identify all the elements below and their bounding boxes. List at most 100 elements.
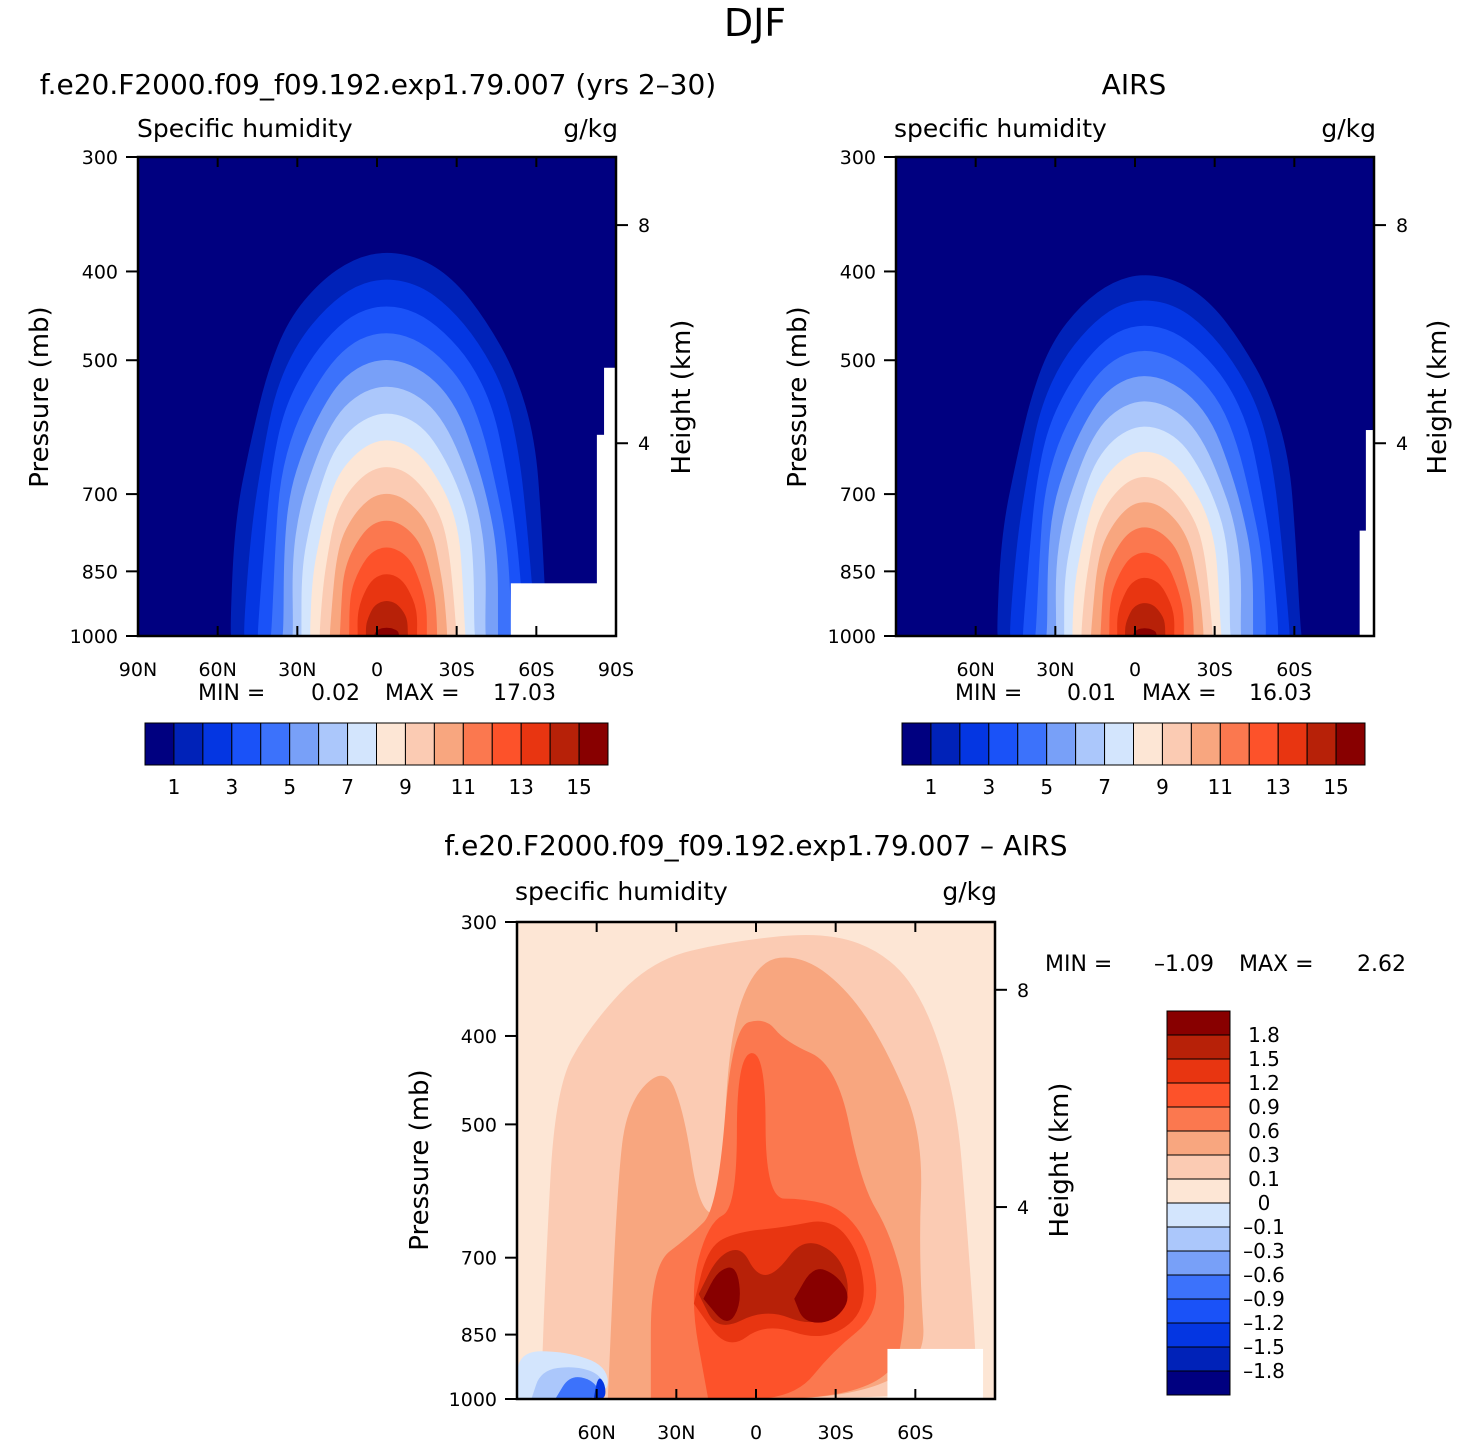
colorbar-box-2-7	[1104, 722, 1134, 766]
panel-model-units: g/kg	[563, 114, 618, 143]
colorbar-box-1-7	[347, 722, 377, 766]
panel-airs: AIRS specific humidity g/kg 300400500700…	[783, 68, 1453, 799]
diff-colorbar-box-0	[1166, 1010, 1231, 1036]
colorbar-box-2-4	[1017, 722, 1048, 766]
colorbar-box-2-1	[930, 722, 961, 766]
ytick-right-label-2-0: 8	[1396, 215, 1408, 237]
panel-difference-ylabel: Pressure (mb)	[405, 1069, 435, 1250]
colorbar-label-1-3: 7	[341, 775, 354, 799]
colorbar-label-1-4: 9	[399, 775, 412, 799]
colorbar-box-1-14	[549, 722, 580, 766]
panel-airs-units: g/kg	[1321, 114, 1376, 143]
colorbar-box-1-0	[144, 722, 175, 766]
panel-difference-contour-field	[517, 922, 995, 1399]
ytick-label-3-0: 300	[461, 912, 497, 934]
diff-colorbar-label-1: 1.5	[1248, 1047, 1280, 1071]
panel-airs-min-value: 0.01	[1067, 681, 1116, 706]
panel-difference-title: f.e20.F2000.f09_f09.192.exp1.79.007 – AI…	[444, 829, 1067, 862]
colorbar-box-1-3	[231, 722, 262, 766]
colorbar-box-1-4	[260, 722, 291, 766]
panel-model-axes: 300 400 500 700 850 1000 8 4 90N 60N 30N 0 30S 60S 90S	[70, 147, 650, 681]
colorbar-label-2-7: 15	[1323, 775, 1348, 799]
colorbar-label-2-4: 9	[1156, 775, 1169, 799]
colorbar-box-2-3	[988, 722, 1019, 766]
missing-data-2	[596, 434, 616, 636]
colorbar-box-2-14	[1306, 722, 1337, 766]
diff-colorbar-label-6: 0.1	[1248, 1167, 1280, 1191]
colorbar-box-1-2	[202, 722, 233, 766]
colorbar-box-2-6	[1075, 722, 1106, 766]
ytick-right-label-3-1: 4	[1017, 1197, 1029, 1219]
ytick-label-1-1: 400	[82, 261, 118, 283]
xtick-label-1-5: 60S	[518, 659, 554, 681]
diff-colorbar-box-10	[1166, 1250, 1231, 1276]
diff-colorbar-box-8	[1166, 1202, 1231, 1228]
xtick-label-1-3: 0	[371, 659, 383, 681]
ytick-label-2-0: 300	[840, 147, 876, 169]
panel-model-max-label: MAX =	[385, 681, 460, 706]
panel-airs-max-value: 16.03	[1249, 681, 1312, 706]
panel-difference-units: g/kg	[942, 877, 997, 906]
ytick-label-3-4: 850	[461, 1325, 497, 1347]
xtick-label-1-1: 60N	[198, 659, 236, 681]
panel-airs-min-label: MIN =	[955, 681, 1022, 706]
diff-colorbar-label-9: –0.3	[1243, 1239, 1285, 1263]
diff-colorbar-box-9	[1166, 1226, 1231, 1252]
colorbar-label-2-3: 7	[1098, 775, 1111, 799]
diff-missing-data	[887, 1348, 984, 1399]
ytick-right-label-3-0: 8	[1017, 980, 1029, 1002]
colorbar-box-2-8	[1133, 722, 1163, 766]
panel-model-ylabel-right: Height (km)	[667, 320, 697, 475]
xtick-label-3-3: 30S	[818, 1422, 854, 1444]
panel-airs-axes: 300 400 500 700 850 1000 8 4 60N 30N 0 30S 60S	[828, 147, 1408, 681]
ytick-label-1-0: 300	[82, 147, 118, 169]
ytick-label-2-3: 700	[840, 484, 876, 506]
diff-region-7	[794, 1269, 848, 1323]
colorbar-label-2-0: 1	[925, 775, 938, 799]
diff-colorbar-box-7	[1166, 1178, 1231, 1204]
diff-colorbar-box-4	[1166, 1106, 1231, 1132]
xtick-label-3-0: 60N	[577, 1422, 615, 1444]
colorbar-box-1-10	[433, 722, 464, 766]
ytick-label-1-5: 1000	[70, 626, 118, 648]
diff-colorbar-box-11	[1166, 1274, 1231, 1300]
colorbar-label-1-2: 5	[283, 775, 296, 799]
xtick-label-1-6: 90S	[598, 659, 634, 681]
panel-difference: f.e20.F2000.f09_f09.192.exp1.79.007 – AI…	[405, 829, 1406, 1444]
panel-model-colorbar: 1 3 5 7 9 11 13 15	[144, 722, 609, 799]
ytick-label-2-5: 1000	[828, 626, 876, 648]
panel-difference-min-label: MIN =	[1045, 952, 1112, 977]
colorbar-label-1-0: 1	[168, 775, 181, 799]
panel-airs-contour-field	[896, 157, 1374, 636]
diff-colorbar-label-7: 0	[1258, 1191, 1271, 1215]
contour-band-2-15	[1133, 628, 1157, 636]
xtick-label-2-1: 30N	[1036, 659, 1074, 681]
colorbar-box-1-1	[173, 722, 204, 766]
diff-colorbar-label-11: –0.9	[1243, 1287, 1285, 1311]
ytick-label-1-3: 700	[82, 484, 118, 506]
colorbar-label-1-1: 3	[225, 775, 238, 799]
panel-difference-max-value: 2.62	[1357, 952, 1406, 977]
diff-colorbar-box-2	[1166, 1058, 1231, 1084]
colorbar-box-1-5	[289, 722, 320, 766]
colorbar-label-2-6: 13	[1265, 775, 1290, 799]
diff-colorbar-label-0: 1.8	[1248, 1023, 1280, 1047]
colorbar-box-2-9	[1161, 722, 1192, 766]
xtick-label-2-2: 0	[1129, 659, 1141, 681]
panel-difference-min-value: –1.09	[1154, 952, 1214, 977]
diff-negative-2	[555, 1377, 600, 1399]
panel-difference-colorbar: 1.81.51.20.90.60.30.10–0.1–0.3–0.6–0.9–1…	[1166, 1010, 1285, 1396]
colorbar-box-1-9	[404, 722, 435, 766]
panel-model-max-value: 17.03	[493, 681, 556, 706]
panel-model-ylabel: Pressure (mb)	[25, 306, 55, 487]
diff-colorbar-label-14: –1.8	[1243, 1359, 1285, 1383]
ytick-right-label-1-1: 4	[638, 433, 650, 455]
panel-airs-title: AIRS	[1102, 68, 1167, 101]
xtick-label-2-4: 60S	[1276, 659, 1312, 681]
colorbar-box-1-8	[376, 722, 406, 766]
figure-title: DJF	[724, 1, 786, 45]
colorbar-box-1-12	[491, 722, 522, 766]
diff-colorbar-box-3	[1166, 1082, 1231, 1108]
panel-model-title: f.e20.F2000.f09_f09.192.exp1.79.007 (yrs…	[40, 68, 716, 101]
